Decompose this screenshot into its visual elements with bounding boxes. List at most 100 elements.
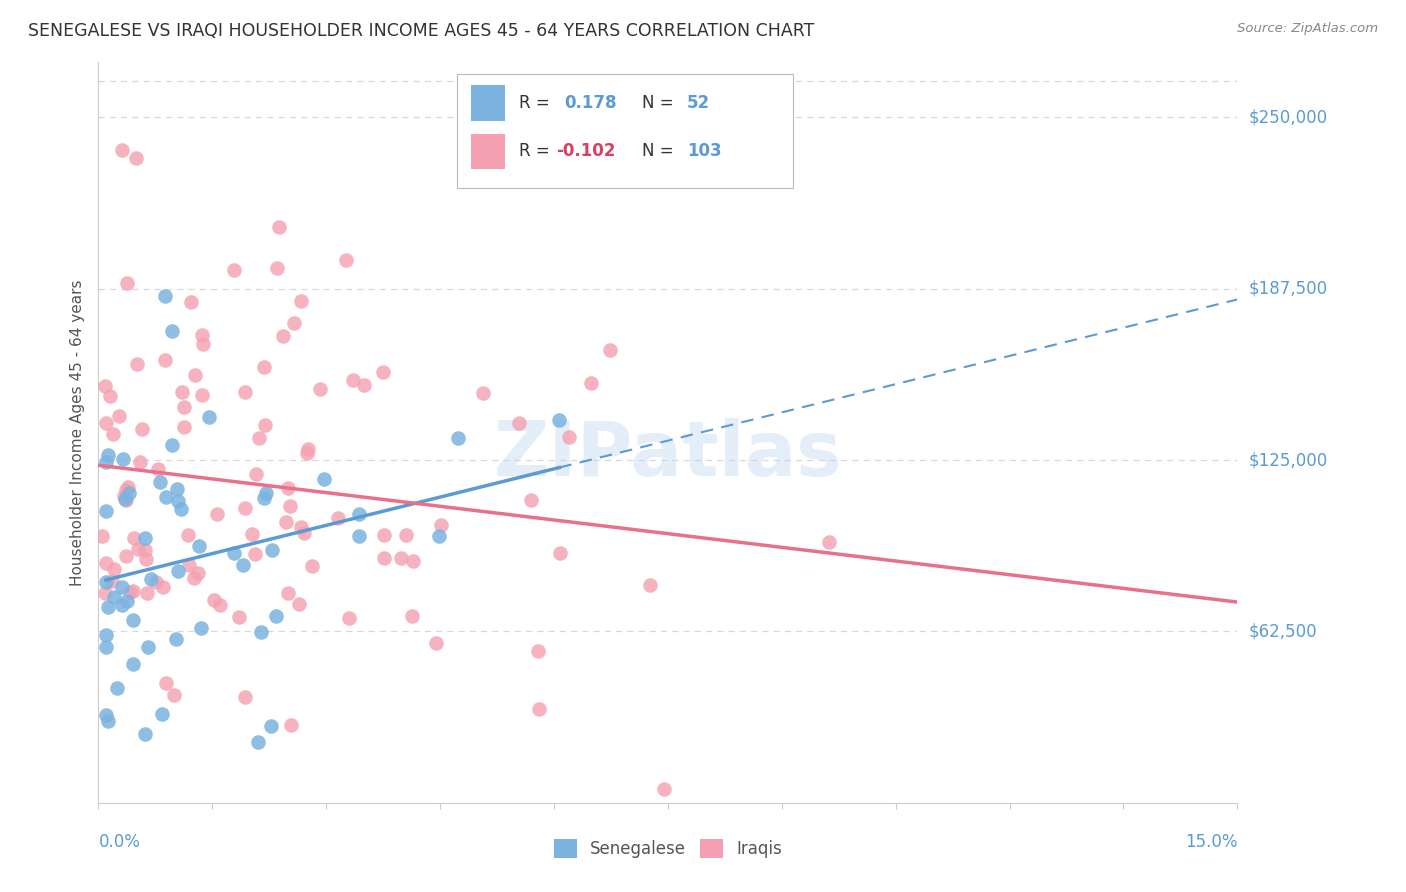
Point bbox=[166, 482, 188, 496]
Point bbox=[160, 325, 183, 339]
Point bbox=[118, 486, 141, 500]
Point bbox=[105, 681, 128, 695]
Point bbox=[101, 574, 124, 588]
Point bbox=[599, 343, 621, 358]
Point bbox=[222, 263, 245, 277]
Point bbox=[335, 252, 357, 267]
Text: 103: 103 bbox=[688, 143, 721, 161]
Point bbox=[170, 385, 193, 400]
Point bbox=[101, 426, 124, 441]
Point bbox=[652, 782, 675, 797]
Point bbox=[349, 529, 371, 543]
Text: 15.0%: 15.0% bbox=[1185, 833, 1237, 851]
Point bbox=[129, 455, 152, 469]
Point bbox=[150, 706, 173, 721]
Point bbox=[139, 572, 162, 586]
Point bbox=[260, 719, 283, 733]
FancyBboxPatch shape bbox=[471, 86, 505, 121]
Text: 0.178: 0.178 bbox=[564, 95, 617, 112]
Point bbox=[402, 554, 425, 568]
Point bbox=[131, 422, 153, 436]
Point bbox=[162, 688, 184, 702]
Point bbox=[93, 379, 115, 393]
Point bbox=[190, 621, 212, 635]
Point bbox=[190, 388, 212, 402]
Text: $250,000: $250,000 bbox=[1249, 108, 1327, 127]
Point bbox=[425, 636, 447, 650]
Point bbox=[326, 510, 349, 524]
Point bbox=[197, 410, 219, 425]
Point bbox=[135, 586, 157, 600]
Point bbox=[269, 219, 291, 234]
Point bbox=[135, 552, 157, 566]
Point bbox=[548, 546, 571, 560]
Point bbox=[173, 401, 195, 415]
Point bbox=[508, 417, 530, 431]
Text: SENEGALESE VS IRAQI HOUSEHOLDER INCOME AGES 45 - 64 YEARS CORRELATION CHART: SENEGALESE VS IRAQI HOUSEHOLDER INCOME A… bbox=[28, 22, 814, 40]
Point bbox=[94, 574, 117, 589]
Y-axis label: Householder Income Ages 45 - 64 years: Householder Income Ages 45 - 64 years bbox=[69, 279, 84, 586]
Legend: Senegalese, Iraqis: Senegalese, Iraqis bbox=[547, 832, 789, 865]
Point bbox=[288, 597, 311, 611]
Point bbox=[640, 578, 662, 592]
Point bbox=[202, 593, 225, 607]
Point bbox=[103, 590, 125, 604]
Point bbox=[127, 357, 149, 371]
Point bbox=[111, 143, 134, 157]
Point bbox=[245, 467, 267, 481]
Point bbox=[120, 584, 142, 599]
Point bbox=[183, 571, 205, 585]
Point bbox=[155, 490, 177, 504]
Point bbox=[527, 702, 550, 716]
Point bbox=[290, 294, 312, 309]
Text: N =: N = bbox=[641, 95, 679, 112]
Point bbox=[232, 558, 254, 572]
Point bbox=[262, 543, 284, 558]
Point bbox=[579, 376, 602, 391]
Point bbox=[264, 608, 287, 623]
Point bbox=[373, 551, 395, 566]
Point bbox=[371, 366, 394, 380]
Point bbox=[277, 481, 299, 495]
Point bbox=[389, 551, 412, 566]
Point bbox=[127, 541, 149, 556]
Point bbox=[373, 528, 395, 542]
Point bbox=[98, 389, 121, 403]
Point bbox=[222, 546, 245, 560]
Point bbox=[277, 586, 299, 600]
Point bbox=[94, 416, 117, 430]
Text: 0.0%: 0.0% bbox=[98, 833, 141, 851]
Point bbox=[134, 543, 156, 558]
Point bbox=[283, 316, 305, 330]
Point bbox=[818, 535, 841, 549]
Text: -0.102: -0.102 bbox=[557, 143, 616, 161]
Point bbox=[337, 611, 360, 625]
Point bbox=[309, 382, 332, 396]
Point bbox=[149, 475, 172, 489]
Text: $187,500: $187,500 bbox=[1249, 280, 1327, 298]
Point bbox=[122, 532, 145, 546]
Point bbox=[349, 508, 371, 522]
Point bbox=[177, 558, 200, 572]
Point bbox=[94, 455, 117, 469]
Point bbox=[117, 277, 139, 291]
Point bbox=[112, 452, 135, 467]
Point bbox=[94, 708, 117, 723]
Point bbox=[548, 413, 571, 427]
Point bbox=[266, 261, 288, 276]
Point bbox=[97, 600, 120, 615]
Point bbox=[115, 549, 138, 563]
Point bbox=[228, 610, 250, 624]
Point bbox=[145, 574, 167, 589]
Point bbox=[191, 337, 214, 351]
Point bbox=[447, 432, 470, 446]
Point bbox=[136, 640, 159, 655]
Point bbox=[94, 640, 117, 654]
Point bbox=[401, 608, 423, 623]
Point bbox=[292, 526, 315, 541]
Point bbox=[117, 480, 139, 494]
Point bbox=[176, 528, 198, 542]
Point bbox=[111, 599, 134, 613]
Point bbox=[427, 529, 450, 543]
Point bbox=[112, 489, 135, 503]
